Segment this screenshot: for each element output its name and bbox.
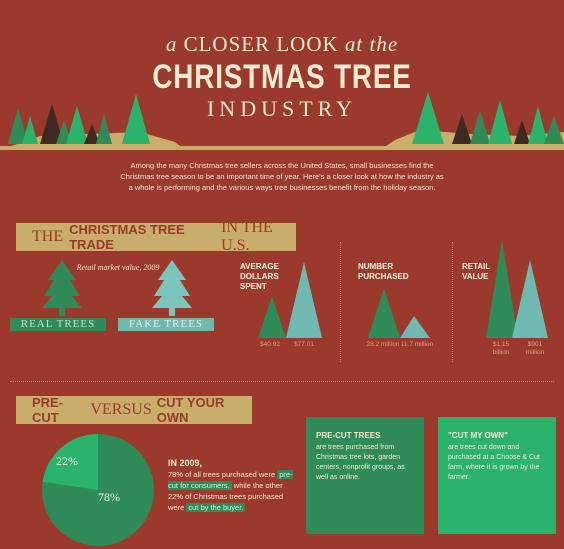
- stat-number-purchased-title: NUMBER PURCHASED: [358, 262, 409, 281]
- retail-value-trees: [486, 240, 548, 338]
- number-purchased-real-value: 28.2 million: [366, 341, 400, 348]
- precut-definition-box: PRE-CUT TREES are trees purchased from C…: [306, 417, 424, 534]
- section-divider: [10, 381, 554, 382]
- retail-value-fake-tree: [512, 260, 548, 338]
- precut-banner-cut-your-own: CUT YOUR OWN: [156, 395, 225, 425]
- number-purchased-fake-tree: [400, 316, 430, 338]
- precut-banner-precut: PRE-CUT: [32, 395, 64, 425]
- title-line-1: a CLOSER LOOK at the: [0, 32, 564, 57]
- fake-trees-label: FAKE TREES: [118, 318, 214, 331]
- title-industry: INDUSTRY: [206, 96, 357, 121]
- pie-slice-cut: [42, 434, 98, 490]
- trade-banner-the: THE: [32, 228, 64, 245]
- divider: [452, 242, 453, 362]
- precut-banner: PRE-CUT VERSUS CUT YOUR OWN: [16, 395, 252, 425]
- precut-highlight-cut: cut by the buyer.: [186, 503, 246, 512]
- title-closer-look: CLOSER LOOK: [183, 32, 339, 56]
- trade-banner-us: IN THE U.S.: [221, 219, 273, 254]
- ground-strip: [0, 146, 564, 150]
- retail-value-real-value: $1.15 billion: [492, 341, 510, 356]
- precut-text-c: while the other 22% of Christmas trees p…: [168, 481, 284, 512]
- cut-my-own-definition-box: "CUT MY OWN" are trees cut down and purc…: [438, 417, 556, 534]
- stat-avg-dollars-title: AVERAGE DOLLARS SPENT: [240, 262, 279, 291]
- fake-tree-icon: [152, 260, 192, 316]
- left-tree-group: [8, 94, 150, 144]
- number-purchased-trees: [368, 288, 430, 338]
- retail-note: Retail market value, 2009: [76, 263, 160, 272]
- avg-dollars-real-value: $40.92: [260, 341, 280, 348]
- real-trees-label: REAL TREES: [10, 318, 106, 331]
- avg-dollars-trees: [258, 262, 322, 338]
- divider: [340, 242, 341, 362]
- precut-banner-versus: VERSUS: [90, 401, 152, 418]
- precut-box-text: are trees purchased from Christmas tree …: [316, 444, 405, 481]
- cut-my-own-box-title: "CUT MY OWN": [448, 431, 508, 440]
- trade-banner: THE CHRISTMAS TREE TRADE IN THE U.S.: [16, 219, 296, 254]
- precut-year: IN 2009,: [168, 458, 203, 468]
- header-tree-scene: [0, 92, 564, 150]
- title-christmas-tree: CHRISTMAS TREE: [152, 58, 412, 96]
- real-tree-icon: [42, 260, 82, 316]
- avg-dollars-fake-tree: [286, 262, 322, 338]
- title-at-the: at the: [344, 32, 399, 56]
- right-tree-group: [412, 92, 564, 144]
- precut-box-title: PRE-CUT TREES: [316, 431, 381, 440]
- precut-2009-text: IN 2009, 78% of all trees purchased were…: [168, 458, 294, 513]
- retail-value-real-tree: [486, 240, 518, 338]
- avg-dollars-real-tree: [258, 296, 286, 338]
- cut-my-own-box-text: are trees cut down and purchased at a Ch…: [448, 444, 540, 481]
- pie-label-precut: 78%: [98, 490, 120, 504]
- retail-value-fake-value: $901 million: [525, 341, 545, 356]
- pie-label-cut: 22%: [56, 454, 78, 468]
- title-word-a: a: [165, 32, 178, 56]
- precut-text-a: 78% of all trees purchased were: [168, 470, 276, 479]
- precut-pie-chart: [42, 434, 154, 546]
- stat-retail-value-title: RETAIL VALUE: [462, 262, 491, 281]
- trade-banner-main: CHRISTMAS TREE TRADE: [69, 222, 185, 252]
- intro-paragraph: Among the many Christmas tree sellers ac…: [120, 161, 444, 192]
- avg-dollars-fake-value: $77.01: [294, 341, 314, 348]
- number-purchased-real-tree: [368, 288, 400, 338]
- number-purchased-fake-value: 11.7 million: [400, 341, 434, 348]
